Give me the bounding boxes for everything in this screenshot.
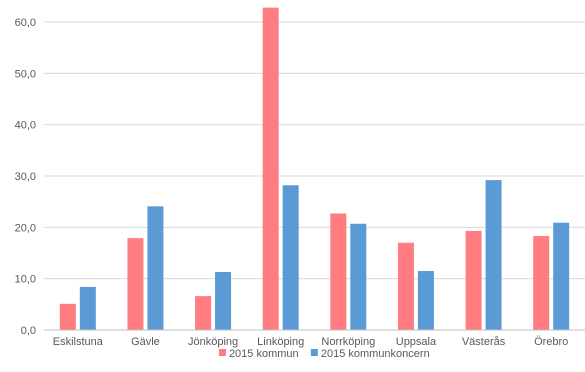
legend: 2015 kommun 2015 kommunkoncern — [218, 348, 430, 360]
bar-kommun — [397, 242, 414, 330]
legend-swatch — [218, 349, 226, 356]
x-tick-label: Västerås — [462, 336, 506, 348]
x-tick-label: Örebro — [534, 336, 568, 348]
x-tick-label: Linköping — [257, 336, 304, 348]
x-tick-label: Jönköping — [188, 336, 238, 348]
axes: 0,0 10,0 20,0 30,0 40,0 50,0 60,0 Eskilstuna Gäv… — [15, 17, 585, 348]
y-tick-label: 20,0 — [15, 222, 36, 234]
x-tick-label: Eskilstuna — [53, 336, 104, 348]
legend-swatch — [310, 349, 318, 356]
bar-kommun — [59, 303, 76, 330]
bar-kommunkoncern — [79, 286, 96, 330]
y-tick-label: 60,0 — [15, 17, 36, 29]
bar-kommun — [533, 236, 550, 330]
bar-kommunkoncern — [215, 271, 232, 330]
gridlines — [44, 21, 585, 280]
bar-kommun — [465, 230, 482, 330]
bar-kommun — [262, 7, 279, 330]
bar-kommunkoncern — [417, 270, 434, 330]
bar-kommunkoncern — [147, 206, 164, 330]
legend-label: 2015 kommunkoncern — [321, 348, 430, 360]
bar-kommun — [127, 238, 144, 330]
legend-label: 2015 kommun — [229, 348, 299, 360]
bars — [59, 7, 570, 330]
bar-kommunkoncern — [350, 223, 367, 330]
x-tick-label: Gävle — [131, 336, 160, 348]
y-tick-label: 10,0 — [15, 274, 36, 286]
bar-kommun — [330, 213, 347, 330]
y-tick-label: 40,0 — [15, 120, 36, 132]
x-tick-label: Norrköping — [321, 336, 375, 348]
bar-kommunkoncern — [485, 180, 502, 330]
y-tick-label: 50,0 — [15, 68, 36, 80]
y-tick-label: 30,0 — [15, 171, 36, 183]
bar-kommun — [195, 296, 212, 330]
y-tick-label: 0,0 — [21, 325, 36, 337]
x-tick-label: Uppsala — [396, 336, 437, 348]
bar-kommunkoncern — [553, 222, 570, 330]
bar-kommunkoncern — [282, 185, 299, 330]
